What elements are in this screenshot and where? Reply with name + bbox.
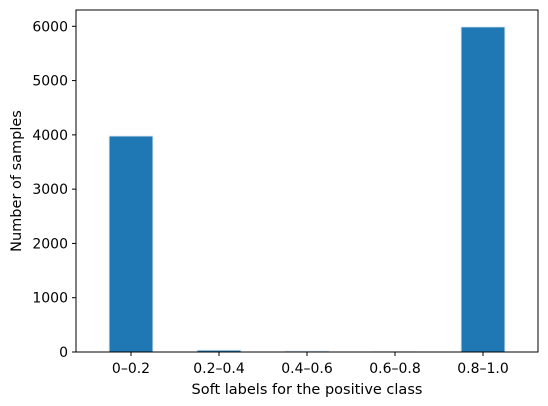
x-axis: 0–0.2 0.2–0.4 0.4–0.6 0.6–0.8 0.8–1.0 bbox=[112, 352, 509, 377]
y-axis: 0 1000 2000 3000 4000 5000 6000 bbox=[32, 19, 76, 361]
bar-0 bbox=[108, 135, 154, 353]
y-tick-label: 1000 bbox=[32, 291, 68, 307]
x-tick-label: 0.8–1.0 bbox=[457, 361, 509, 377]
y-axis-label: Number of samples bbox=[9, 110, 25, 252]
x-tick-label: 0–0.2 bbox=[112, 361, 150, 377]
bars-group bbox=[108, 26, 506, 353]
y-tick-label: 2000 bbox=[32, 236, 68, 252]
x-tick-label: 0.4–0.6 bbox=[281, 361, 333, 377]
y-tick-label: 0 bbox=[59, 345, 68, 361]
y-tick-label: 3000 bbox=[32, 182, 68, 198]
x-tick-label: 0.2–0.4 bbox=[193, 361, 245, 377]
y-tick-label: 5000 bbox=[32, 74, 68, 90]
x-tick-label: 0.6–0.8 bbox=[369, 361, 421, 377]
y-tick-label: 4000 bbox=[32, 128, 68, 144]
y-tick-label: 6000 bbox=[32, 19, 68, 35]
x-axis-label: Soft labels for the positive class bbox=[192, 382, 423, 398]
bar-4 bbox=[460, 26, 506, 353]
